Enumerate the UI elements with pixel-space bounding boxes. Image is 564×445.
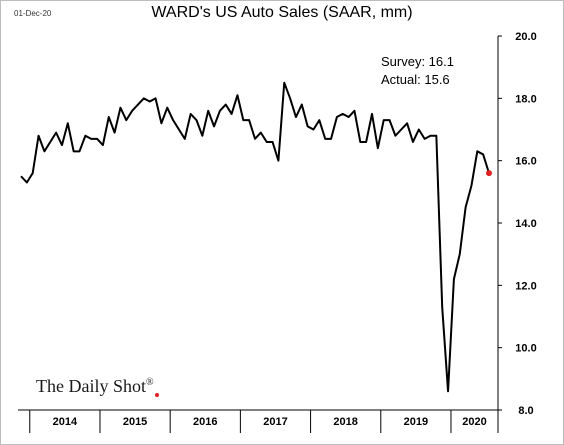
- x-tick-label: 2014: [53, 416, 78, 428]
- y-tick-label: 18.0: [515, 93, 536, 105]
- report-date: 01-Dec-20: [14, 9, 52, 18]
- actual-annotation: Actual: 15.6: [381, 72, 450, 87]
- series-line-sales: [20, 81, 490, 393]
- x-tick-label: 2018: [333, 416, 357, 428]
- x-tick-label: 2019: [404, 416, 428, 428]
- x-tick-label: 2020: [462, 416, 486, 428]
- y-tick-label: 12.0: [515, 280, 536, 292]
- x-ticks: 2014 2015 2016 2017 2018 2019 2020: [29, 410, 499, 433]
- last-data-point: [486, 170, 492, 177]
- x-tick-label: 2015: [123, 416, 147, 428]
- y-tick-label: 20.0: [515, 31, 536, 43]
- chart-title: WARD's US Auto Sales (SAAR, mm): [151, 4, 413, 21]
- y-tick-label: 14.0: [515, 218, 536, 230]
- registered-mark: ®: [146, 377, 154, 388]
- y-ticks: 8.0 10.0 12.0 14.0 16.0 18.0 20.0: [498, 31, 537, 417]
- y-tick-label: 16.0: [515, 156, 536, 168]
- brand-name: The Daily Shot: [36, 376, 146, 396]
- brand-dot-icon: [155, 393, 159, 397]
- y-tick-label: 8.0: [518, 405, 533, 417]
- plot-area: 8.0 10.0 12.0 14.0 16.0 18.0 20.0 2014 2015 2016…: [18, 31, 537, 433]
- y-tick-label: 10.0: [515, 343, 536, 355]
- survey-annotation: Survey: 16.1: [381, 54, 454, 69]
- brand-logo: The Daily Shot®: [36, 376, 154, 397]
- x-tick-label: 2017: [263, 416, 287, 428]
- x-tick-label: 2016: [193, 416, 217, 428]
